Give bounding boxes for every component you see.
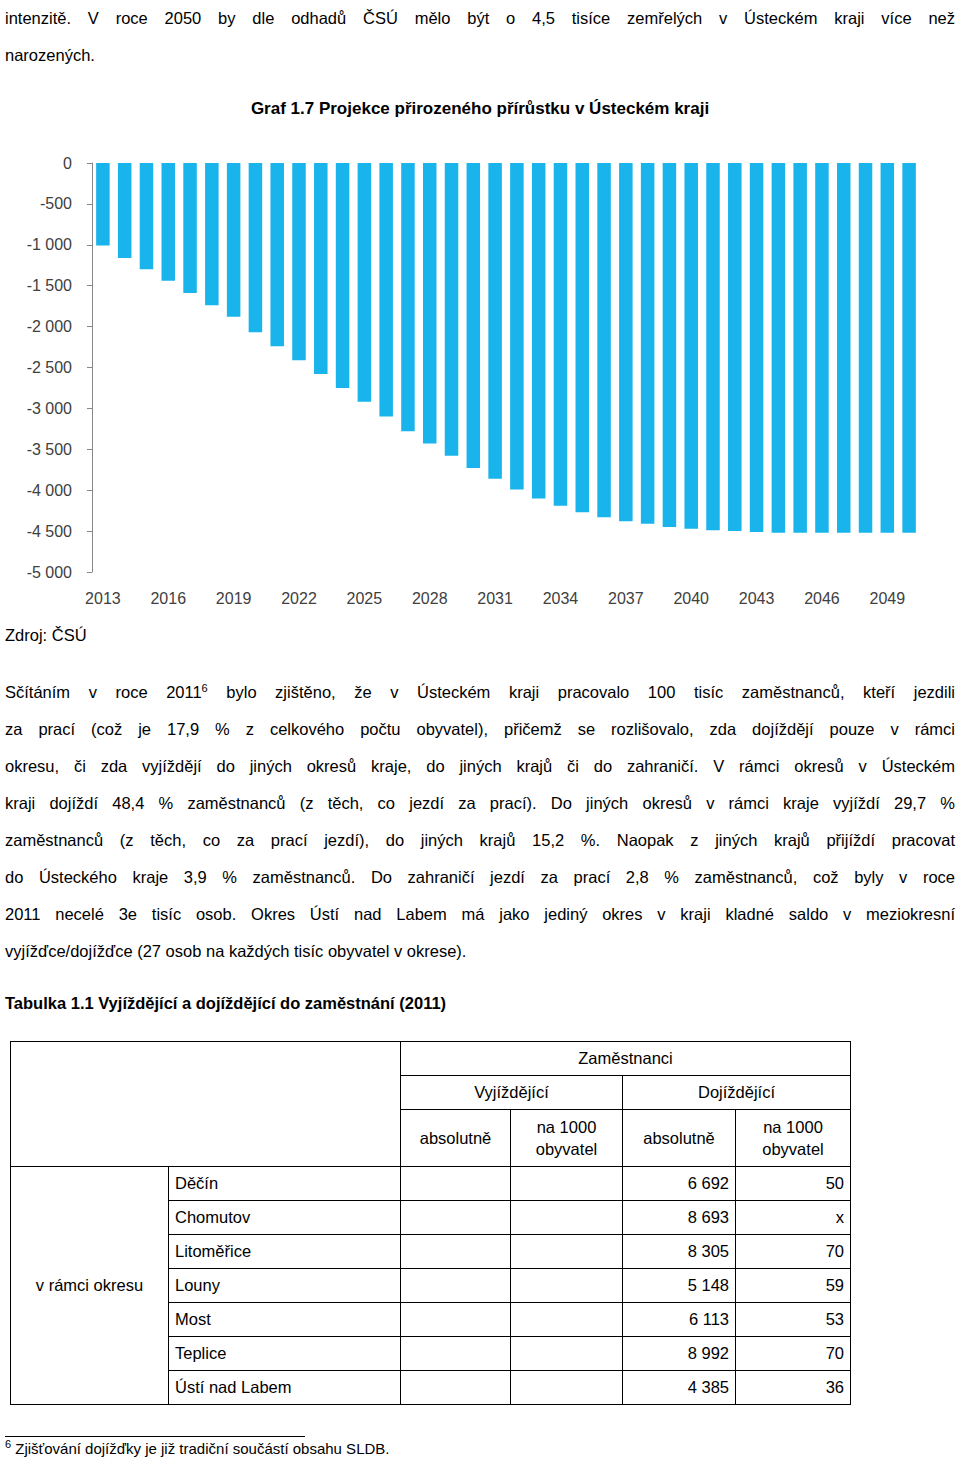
svg-text:2040: 2040 [673, 590, 709, 607]
html-text:absolutně: absolutně [643, 1129, 715, 1147]
html-text:53: 53 [825, 1310, 844, 1328]
html-text:Zaměstnanci: Zaměstnanci [578, 1049, 673, 1067]
svg-text:-500: -500 [40, 195, 72, 212]
html-text:Teplice: Teplice [175, 1344, 227, 1362]
svg-text:2043: 2043 [739, 590, 775, 607]
html-text:narozených.: narozených. [5, 46, 95, 64]
svg-text:2016: 2016 [150, 590, 186, 607]
svg-text:2046: 2046 [804, 590, 840, 607]
html-text:70: 70 [825, 1242, 844, 1260]
svg-text:-5 000: -5 000 [27, 564, 72, 581]
svg-text:2031: 2031 [477, 590, 513, 607]
html-text:v rámci okresu: v rámci okresu [35, 1276, 144, 1294]
html-text:okresu, či zda vyjíždějí do ji: okresu, či zda vyjíždějí do jiných okres… [5, 757, 955, 775]
svg-text:2037: 2037 [608, 590, 644, 607]
html-text:Most: Most [175, 1310, 211, 1328]
html-text:vyjížďce/dojížďce (27 osob na: vyjížďce/dojížďce (27 osob na každých ti… [5, 942, 467, 960]
html-text:8 992: 8 992 [687, 1344, 729, 1362]
html-text:Vyjíždějící: Vyjíždějící [474, 1083, 549, 1101]
html-text:50: 50 [825, 1174, 844, 1192]
html-text:intenzitě. V roce 2050 by dle: intenzitě. V roce 2050 by dle odhadů ČSÚ… [5, 9, 955, 27]
html-text:59: 59 [825, 1276, 844, 1294]
svg-text:-2 000: -2 000 [27, 318, 72, 335]
html-text:6 692: 6 692 [687, 1174, 729, 1192]
html-text:kraji dojíždí 48,4 % zaměstnan: kraji dojíždí 48,4 % zaměstnanců (z těch… [5, 794, 955, 812]
html-text:na 1000 obyvatel: na 1000 obyvatel [762, 1118, 824, 1158]
html-text:na 1000 obyvatel: na 1000 obyvatel [535, 1118, 598, 1158]
svg-text:-2 500: -2 500 [27, 359, 72, 376]
html-text:70: 70 [825, 1344, 844, 1362]
html-text:Děčín: Děčín [175, 1174, 219, 1192]
svg-text:2022: 2022 [281, 590, 317, 607]
html-text:6bylo zjištěno, že v Ústeckém: 6bylo zjištěno, že v Ústeckém kraji prac… [201, 681, 955, 701]
html-text:5 148: 5 148 [687, 1276, 729, 1294]
svg-text:-1 500: -1 500 [27, 277, 72, 294]
html-text:za prací (což je 17,9 % z celk: za prací (což je 17,9 % z celkového počt… [5, 720, 955, 738]
svg-text:0: 0 [63, 155, 72, 172]
html-text:Chomutov: Chomutov [175, 1208, 251, 1226]
svg-text:2028: 2028 [412, 590, 448, 607]
svg-text:2034: 2034 [543, 590, 579, 607]
html-text:8 693: 8 693 [687, 1208, 729, 1226]
svg-text:Graf 1.7 Projekce přirozeného: Graf 1.7 Projekce přirozeného přírůstku … [251, 99, 709, 118]
html-text:8 305: 8 305 [687, 1242, 729, 1260]
svg-text:2025: 2025 [347, 590, 383, 607]
html-text:6Zjišťování dojížďky je již tr: 6Zjišťování dojížďky je již tradiční sou… [5, 1438, 390, 1457]
svg-text:2049: 2049 [870, 590, 906, 607]
html-text:Tabulka 1.1 Vyjíždějící a dojí: Tabulka 1.1 Vyjíždějící a dojíždějící do… [5, 994, 447, 1012]
html-text:2011 necelé 3e tisíc osob. Okr: 2011 necelé 3e tisíc osob. Okres Ústí na… [5, 905, 955, 923]
svg-text:-4 000: -4 000 [27, 482, 72, 499]
svg-text:-4 500: -4 500 [27, 523, 72, 540]
html-text:4 385: 4 385 [687, 1378, 729, 1396]
svg-text:-1 000: -1 000 [27, 236, 72, 253]
html-text:Louny: Louny [175, 1276, 220, 1294]
html-text:do Ústeckého kraje 3,9 % zaměs: do Ústeckého kraje 3,9 % zaměstnanců. Do… [5, 868, 955, 886]
svg-text:-3 500: -3 500 [27, 441, 72, 458]
html-text:Dojíždějící: Dojíždějící [698, 1083, 775, 1101]
html-text:36: 36 [825, 1378, 844, 1396]
html-text:Zdroj: ČSÚ: Zdroj: ČSÚ [5, 626, 87, 644]
svg-text:-3 000: -3 000 [27, 400, 72, 417]
html-text:Ústí nad Labem: Ústí nad Labem [175, 1378, 292, 1396]
svg-text:2019: 2019 [216, 590, 252, 607]
html-text:x: x [835, 1208, 844, 1226]
html-text:6 113: 6 113 [688, 1310, 729, 1328]
html-text:absolutně: absolutně [419, 1129, 492, 1147]
html-text:zaměstnanců (z těch, co za pra: zaměstnanců (z těch, co za prací jezdí),… [5, 831, 955, 849]
html-text:Litoměřice: Litoměřice [175, 1242, 252, 1260]
html-text:Sčítáním v roce 2011: Sčítáním v roce 2011 [5, 683, 202, 701]
svg-text:2013: 2013 [85, 590, 121, 607]
